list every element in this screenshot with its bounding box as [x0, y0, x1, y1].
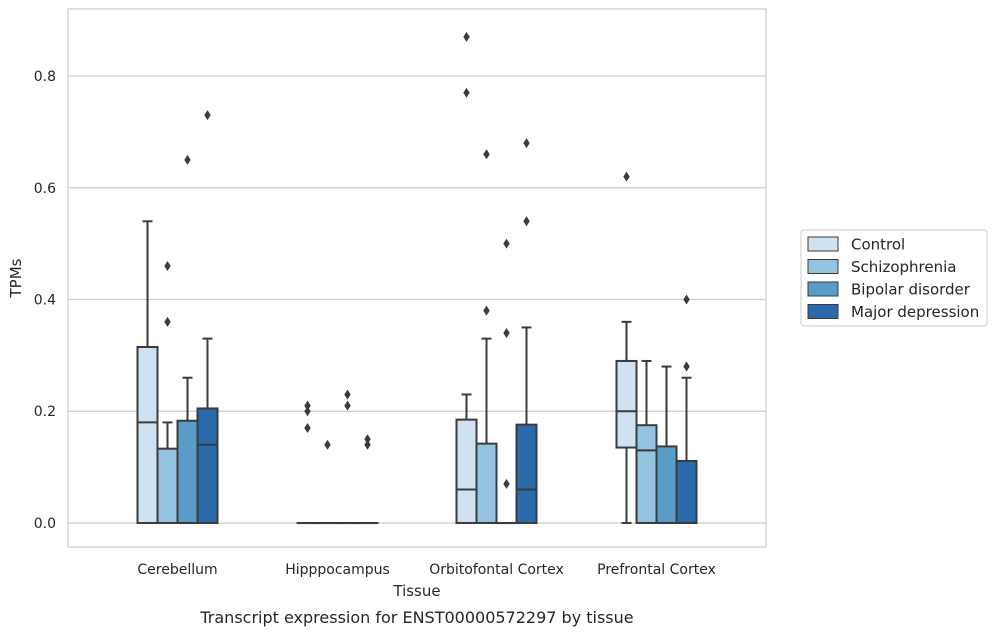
outlier-point: [184, 154, 191, 165]
box: [655, 445, 678, 524]
x-tick-label: Cerebellum: [137, 562, 217, 578]
legend-swatch: [807, 236, 839, 252]
legend-label: Bipolar disorder: [851, 281, 971, 299]
outlier-point: [483, 149, 490, 160]
outlier-point: [344, 389, 351, 400]
outlier-point: [483, 305, 490, 316]
box: [156, 447, 179, 524]
box: [176, 419, 199, 524]
outlier-point: [324, 439, 331, 450]
legend-label: Control: [851, 236, 905, 254]
x-axis-label: Tissue: [392, 582, 440, 600]
y-tick-label: 0.4: [34, 293, 56, 309]
box: [136, 345, 159, 524]
y-tick-labels: 0.0 0.2 0.4 0.6 0.8: [34, 69, 56, 532]
box: [196, 407, 219, 524]
y-tick-label: 0.6: [34, 181, 56, 197]
outlier-point: [463, 87, 470, 98]
x-tick-label: Hipppocampus: [285, 562, 390, 578]
box: [455, 418, 478, 524]
legend-swatch: [807, 259, 839, 274]
outlier-point: [364, 434, 371, 445]
legend-frame: [800, 229, 988, 327]
outlier-point: [523, 216, 530, 227]
legend: Control Schizophrenia Bipolar disorder Majo…: [800, 229, 988, 327]
outlier-point: [463, 31, 470, 42]
outlier-point: [164, 316, 171, 327]
legend-swatch: [807, 281, 839, 297]
box: [635, 424, 658, 524]
legend-swatch: [807, 304, 839, 319]
outlier-point: [503, 328, 510, 339]
outlier-point: [503, 238, 510, 249]
y-axis-label: TPMs: [7, 258, 25, 298]
outlier-point: [204, 110, 211, 121]
outlier-point: [683, 294, 690, 305]
outlier-point: [364, 439, 371, 450]
outlier-point: [623, 171, 630, 182]
y-tick-label: 0.8: [34, 69, 56, 85]
x-tick-labels: Cerebellum Hipppocampus Orbitofontal Corte…: [137, 562, 715, 578]
box: [515, 423, 538, 524]
outlier-point: [304, 423, 311, 434]
box: [475, 442, 498, 524]
y-tick-label: 0.0: [34, 516, 56, 532]
legend-label: Major depression: [851, 303, 979, 321]
y-tick-label: 0.2: [34, 404, 56, 420]
outlier-point: [164, 260, 171, 271]
outlier-point: [304, 406, 311, 417]
outlier-point: [683, 361, 690, 372]
outlier-point: [503, 478, 510, 489]
box: [615, 359, 638, 449]
x-tick-label: Orbitofontal Cortex: [429, 562, 564, 578]
plot-frame: [67, 8, 767, 548]
outlier-point: [344, 400, 351, 411]
box-series: [136, 31, 698, 525]
outlier-point: [523, 138, 530, 149]
outlier-point: [304, 400, 311, 411]
x-tick-label: Prefrontal Cortex: [597, 562, 716, 578]
box: [675, 459, 698, 524]
chart-caption: Transcript expression for ENST0000057229…: [199, 608, 633, 627]
legend-label: Schizophrenia: [851, 258, 956, 276]
